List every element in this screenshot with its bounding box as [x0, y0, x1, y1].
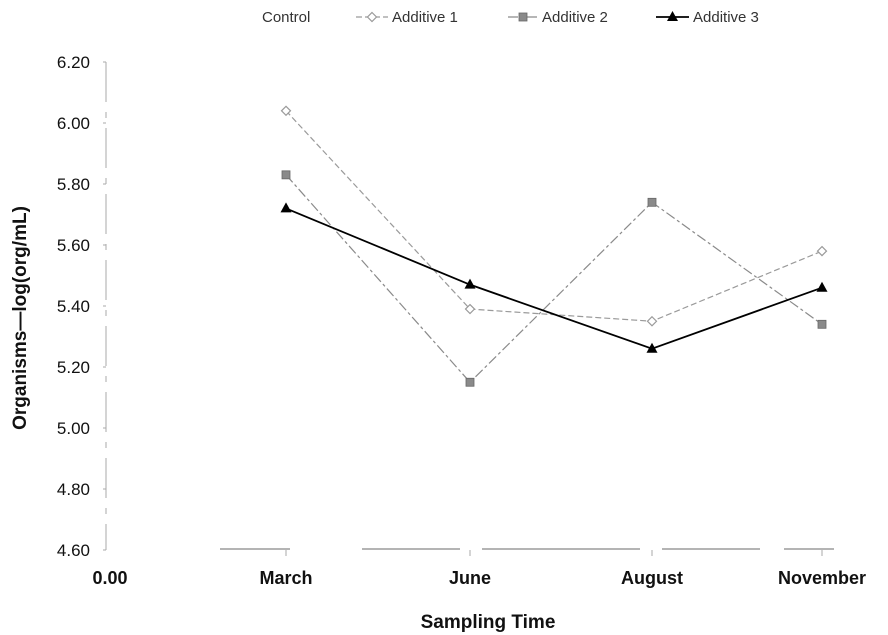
- data-point-additive-3-august: [646, 342, 658, 353]
- legend-label: Additive 1: [392, 9, 458, 26]
- legend-item-additive-1: Additive 1: [356, 9, 458, 26]
- y-tick-label: 4.60: [57, 541, 90, 560]
- y-tick-label: 6.20: [57, 53, 90, 72]
- series-additive-2: [281, 170, 827, 387]
- y-tick-label: 4.80: [57, 480, 90, 499]
- data-point-additive-1-march: [280, 105, 292, 117]
- series-line-additive-1: [285, 110, 823, 322]
- series-additive-3: [280, 202, 828, 353]
- y-tick-label: 5.40: [57, 297, 90, 316]
- x-axis: 0.00 March June August November: [92, 548, 866, 588]
- data-point-additive-1-november: [816, 245, 828, 257]
- y-axis: 6.20 6.00 5.80 5.60 5.40 5.20 5.00 4.80 4.60: [57, 53, 107, 560]
- legend-marker-additive-2: [518, 12, 528, 22]
- legend-label: Control: [262, 9, 310, 26]
- legend-item-additive-3: Additive 3: [656, 9, 759, 26]
- legend-label: Additive 3: [693, 9, 759, 26]
- x-tick-label-november: November: [778, 568, 866, 588]
- legend-label: Additive 2: [542, 9, 608, 26]
- legend-item-control: Control: [262, 9, 310, 26]
- y-tick-label: 5.80: [57, 175, 90, 194]
- series-layer: [280, 105, 828, 387]
- series-line-additive-3: [285, 207, 823, 350]
- y-tick-label: 6.00: [57, 114, 90, 133]
- x-tick-label-june: June: [449, 568, 491, 588]
- x-tick-label-august: August: [621, 568, 683, 588]
- legend-item-additive-2: Additive 2: [508, 9, 608, 26]
- data-point-additive-1-august: [646, 315, 658, 327]
- x-tick-label-march: March: [259, 568, 312, 588]
- series-additive-1: [280, 105, 828, 327]
- data-point-additive-3-november: [816, 281, 828, 292]
- data-point-additive-2-march: [281, 170, 291, 180]
- data-point-additive-2-august: [647, 197, 657, 207]
- x-axis-title: Sampling Time: [421, 612, 556, 633]
- y-tick-label: 5.00: [57, 419, 90, 438]
- data-point-additive-3-june: [464, 278, 476, 289]
- legend: Control Additive 1 Additive 2 Additive 3: [262, 9, 759, 26]
- data-point-additive-2-november: [817, 319, 827, 329]
- y-tick-label: 5.20: [57, 358, 90, 377]
- data-point-additive-3-march: [280, 202, 292, 213]
- x-origin-label: 0.00: [92, 568, 127, 588]
- data-point-additive-2-june: [465, 377, 475, 387]
- y-axis-title: Organisms—log(org/mL): [10, 206, 31, 430]
- data-point-additive-1-june: [464, 303, 476, 315]
- legend-marker-additive-3: [667, 11, 678, 21]
- legend-marker-additive-1: [366, 11, 378, 23]
- y-tick-label: 5.60: [57, 236, 90, 255]
- series-line-additive-2: [285, 174, 823, 384]
